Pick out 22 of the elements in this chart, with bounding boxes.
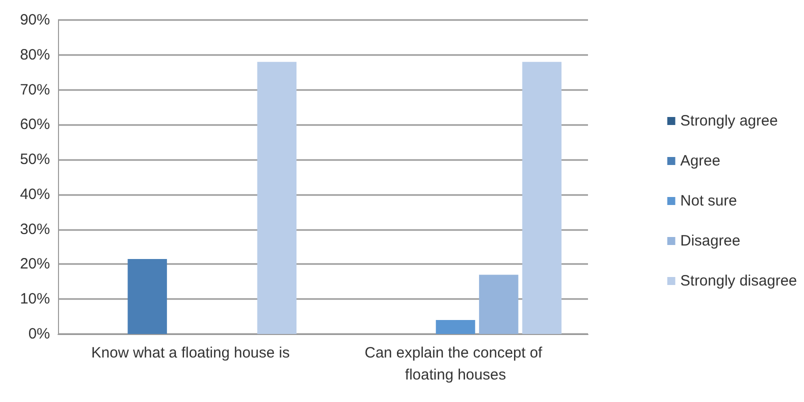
- y-tick-label: 90%: [20, 12, 50, 28]
- y-tick-label: 30%: [20, 220, 50, 238]
- y-tick-label: 70%: [20, 81, 50, 98]
- legend-label: Agree: [680, 152, 720, 170]
- y-tick-label: 50%: [20, 151, 50, 168]
- legend-label: Strongly agree: [680, 112, 778, 130]
- bar: [257, 62, 296, 334]
- y-tick-label: 10%: [20, 290, 50, 308]
- x-tick-label: Can explain the concept of floating houses: [364, 344, 546, 384]
- bar: [128, 258, 167, 334]
- legend-label: Not sure: [680, 192, 737, 210]
- x-tick-label: Know what a floating house is: [91, 344, 290, 362]
- y-tick-label: 40%: [20, 186, 50, 203]
- y-tick-label: 60%: [20, 116, 50, 134]
- y-tick-label: 20%: [20, 256, 50, 273]
- bar: [436, 320, 476, 334]
- y-tick-label: 0%: [28, 326, 50, 342]
- bar: [522, 62, 562, 334]
- legend-label: Disagree: [680, 232, 740, 250]
- y-tick-label: 80%: [20, 46, 50, 64]
- bar: [479, 274, 518, 334]
- legend-label: Strongly disagree: [680, 272, 797, 290]
